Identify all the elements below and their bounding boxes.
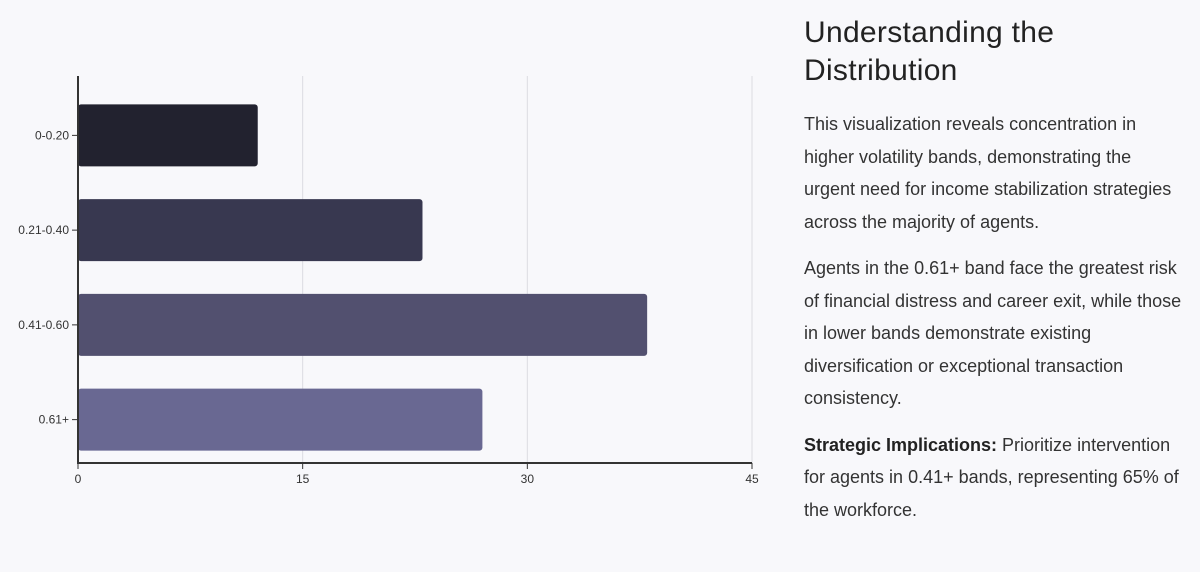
volatility-bar-chart: 0 15 30 45 0-0.20 0.21-0.40 0.41-0.60 0.61+ (18, 76, 759, 486)
bar-0-0.20 (78, 104, 258, 167)
bar-0.21-0.40 (78, 199, 423, 262)
y-tick-label: 0.21-0.40 (18, 223, 69, 237)
x-tick-label: 45 (745, 472, 759, 486)
implications-label: Strategic Implications: (804, 434, 998, 455)
x-tick-label: 30 (521, 472, 535, 486)
x-tick-label: 0 (75, 472, 82, 486)
paragraph-2: Agents in the 0.61+ band face the greate… (804, 258, 1182, 408)
explanation-panel: Understanding the Distribution This visu… (804, 14, 1184, 540)
x-tick-label: 15 (296, 472, 310, 486)
bar-0.61+ (78, 388, 483, 451)
implications-text: Prioritize intervention for agents in 0.… (804, 434, 1179, 520)
paragraph-1: This visualization reveals concentration… (804, 114, 1172, 232)
y-tick-label: 0.41-0.60 (18, 318, 69, 332)
y-tick-label: 0.61+ (39, 413, 69, 427)
bar-0.41-0.60 (78, 293, 648, 356)
y-tick-label: 0-0.20 (35, 128, 69, 142)
panel-title: Understanding the Distribution (804, 16, 1055, 87)
paragraph-3: Strategic Implications: Prioritize inter… (804, 429, 1184, 527)
